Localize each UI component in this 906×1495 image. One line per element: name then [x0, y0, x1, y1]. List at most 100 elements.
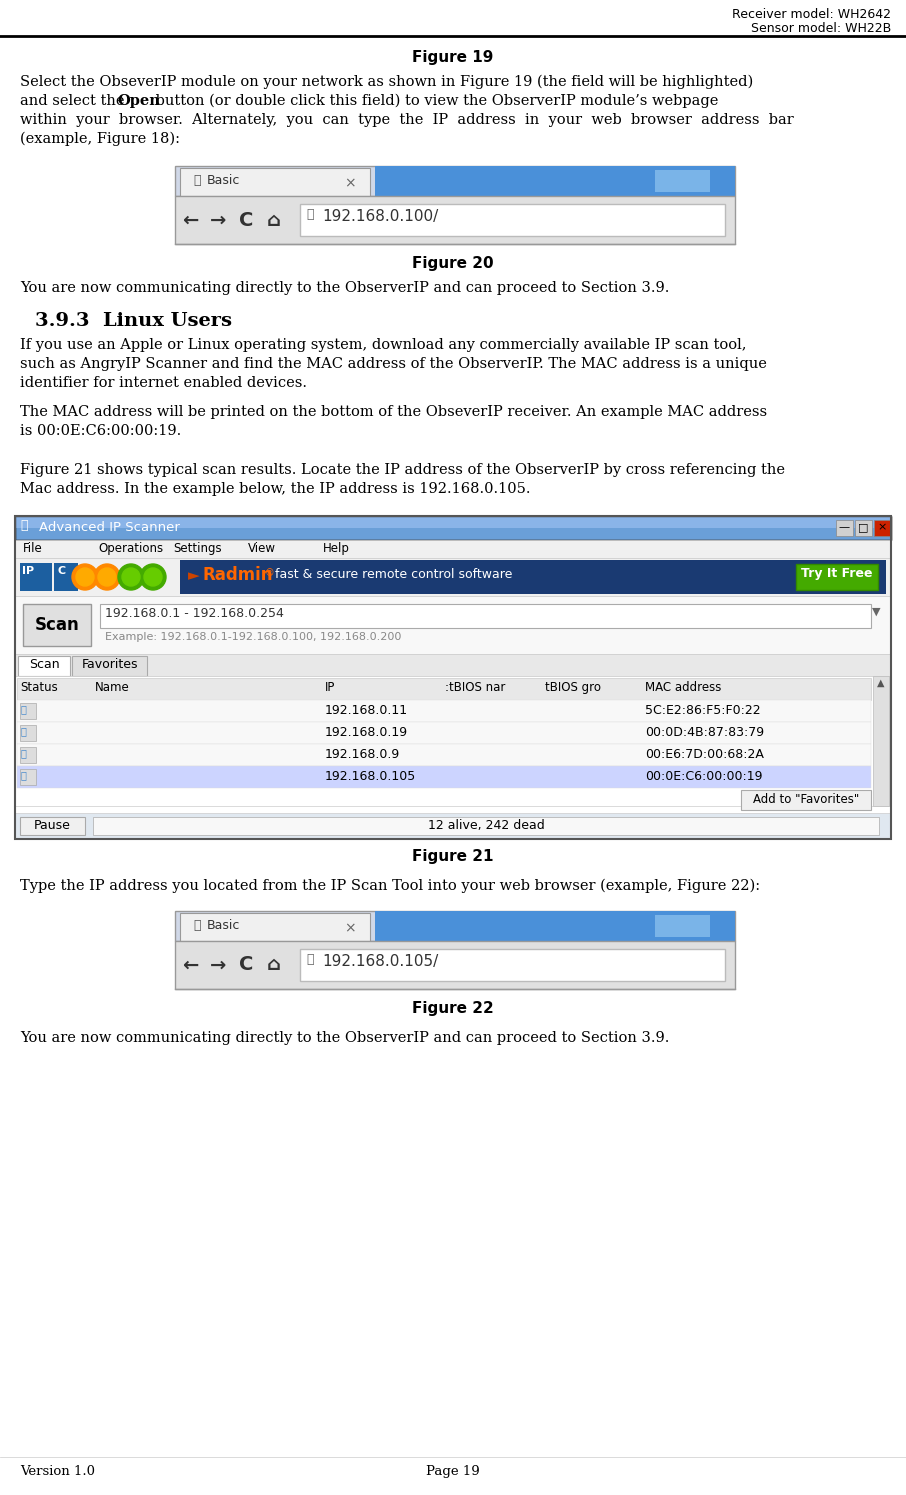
FancyBboxPatch shape [100, 604, 871, 628]
Text: ←: ← [182, 955, 198, 975]
Text: ⌂: ⌂ [267, 955, 281, 975]
Text: Figure 21 shows typical scan results. Locate the IP address of the ObserverIP by: Figure 21 shows typical scan results. Lo… [20, 463, 785, 477]
FancyBboxPatch shape [15, 653, 891, 676]
FancyBboxPatch shape [15, 516, 891, 528]
Circle shape [118, 564, 144, 591]
Text: Status: Status [20, 682, 58, 694]
Text: Name: Name [95, 682, 130, 694]
Text: →: → [210, 955, 226, 975]
FancyBboxPatch shape [874, 520, 891, 537]
FancyBboxPatch shape [17, 765, 871, 788]
Text: fast & secure remote control software: fast & secure remote control software [275, 568, 513, 582]
Text: The MAC address will be printed on the bottom of the ObseverIP receiver. An exam: The MAC address will be printed on the b… [20, 405, 767, 419]
Text: ←: ← [182, 211, 198, 230]
Text: Try It Free: Try It Free [801, 567, 872, 580]
FancyBboxPatch shape [54, 564, 78, 591]
Text: 📄: 📄 [193, 173, 200, 187]
Text: Mac address. In the example below, the IP address is 192.168.0.105.: Mac address. In the example below, the I… [20, 481, 531, 496]
Text: You are now communicating directly to the ObserverIP and can proceed to Section : You are now communicating directly to th… [20, 1032, 670, 1045]
Circle shape [140, 564, 166, 591]
Text: C: C [57, 567, 65, 576]
Text: Open: Open [117, 94, 159, 108]
Text: Scan: Scan [29, 658, 59, 671]
Text: Radmin: Radmin [202, 567, 273, 585]
Text: 00:0E:C6:00:00:19: 00:0E:C6:00:00:19 [645, 770, 763, 783]
Text: Pause: Pause [34, 819, 71, 833]
FancyBboxPatch shape [180, 561, 886, 594]
Text: ▲: ▲ [877, 679, 885, 688]
Text: Settings: Settings [173, 543, 222, 555]
Text: 📄: 📄 [306, 208, 313, 221]
Text: 192.168.0.100/: 192.168.0.100/ [322, 209, 439, 224]
Text: ×: × [344, 176, 356, 190]
FancyBboxPatch shape [17, 722, 871, 745]
Text: 192.168.0.11: 192.168.0.11 [325, 704, 408, 718]
FancyBboxPatch shape [17, 745, 871, 765]
Text: C: C [239, 955, 253, 975]
FancyBboxPatch shape [175, 940, 735, 990]
Text: Example: 192.168.0.1-192.168.0.100, 192.168.0.200: Example: 192.168.0.1-192.168.0.100, 192.… [105, 632, 401, 641]
Text: 3.9.3  Linux Users: 3.9.3 Linux Users [35, 312, 232, 330]
FancyBboxPatch shape [655, 170, 710, 191]
Text: Select the ObseverIP module on your network as shown in Figure 19 (the field wil: Select the ObseverIP module on your netw… [20, 75, 753, 90]
FancyBboxPatch shape [20, 748, 36, 762]
FancyBboxPatch shape [15, 597, 891, 653]
Text: 📄: 📄 [306, 952, 313, 966]
FancyBboxPatch shape [836, 520, 853, 537]
FancyBboxPatch shape [873, 676, 889, 806]
FancyBboxPatch shape [17, 679, 871, 700]
Text: Version 1.0: Version 1.0 [20, 1465, 95, 1479]
Text: Operations: Operations [98, 543, 163, 555]
Text: is 00:0E:C6:00:00:19.: is 00:0E:C6:00:00:19. [20, 425, 181, 438]
Text: 💻: 💻 [21, 770, 27, 780]
Text: 192.168.0.19: 192.168.0.19 [325, 727, 408, 739]
Text: ▼: ▼ [872, 607, 881, 617]
Text: Basic: Basic [207, 173, 240, 187]
Text: Figure 22: Figure 22 [412, 1002, 494, 1017]
FancyBboxPatch shape [20, 564, 52, 591]
Text: :tBIOS nar: :tBIOS nar [445, 682, 506, 694]
FancyBboxPatch shape [15, 676, 891, 806]
Text: ⌂: ⌂ [267, 211, 281, 230]
Text: View: View [248, 543, 276, 555]
Text: 💻: 💻 [21, 704, 27, 715]
Text: ®: ® [265, 568, 275, 579]
Text: 192.168.0.1 - 192.168.0.254: 192.168.0.1 - 192.168.0.254 [105, 607, 284, 620]
Circle shape [122, 568, 140, 586]
FancyBboxPatch shape [300, 949, 725, 981]
FancyBboxPatch shape [20, 725, 36, 742]
Text: Advanced IP Scanner: Advanced IP Scanner [39, 520, 180, 534]
Text: □: □ [858, 522, 868, 532]
Text: If you use an Apple or Linux operating system, download any commercially availab: If you use an Apple or Linux operating s… [20, 338, 747, 351]
FancyBboxPatch shape [180, 167, 370, 196]
Text: (example, Figure 18):: (example, Figure 18): [20, 132, 180, 147]
Text: 192.168.0.9: 192.168.0.9 [325, 748, 400, 761]
FancyBboxPatch shape [20, 703, 36, 719]
Text: Figure 20: Figure 20 [412, 256, 494, 271]
FancyBboxPatch shape [15, 516, 891, 540]
Text: Receiver model: WH2642: Receiver model: WH2642 [732, 7, 891, 21]
Circle shape [144, 568, 162, 586]
Text: Type the IP address you located from the IP Scan Tool into your web browser (exa: Type the IP address you located from the… [20, 879, 760, 894]
FancyBboxPatch shape [20, 768, 36, 785]
FancyBboxPatch shape [655, 915, 710, 937]
Text: 192.168.0.105: 192.168.0.105 [325, 770, 416, 783]
Text: tBIOS gro: tBIOS gro [545, 682, 601, 694]
Text: 💻: 💻 [21, 748, 27, 758]
FancyBboxPatch shape [796, 564, 878, 591]
Text: Basic: Basic [207, 919, 240, 931]
Circle shape [72, 564, 98, 591]
Text: ►: ► [188, 568, 199, 583]
Text: IP: IP [22, 567, 34, 576]
Text: Add to "Favorites": Add to "Favorites" [753, 792, 859, 806]
Text: You are now communicating directly to the ObserverIP and can proceed to Section : You are now communicating directly to th… [20, 281, 670, 295]
Text: 192.168.0.105/: 192.168.0.105/ [322, 954, 439, 969]
FancyBboxPatch shape [180, 913, 370, 940]
Text: Figure 19: Figure 19 [412, 49, 494, 64]
FancyBboxPatch shape [93, 816, 879, 836]
Text: Favorites: Favorites [82, 658, 139, 671]
Text: File: File [23, 543, 43, 555]
Text: ×: × [877, 522, 887, 532]
Circle shape [94, 564, 120, 591]
FancyBboxPatch shape [72, 656, 147, 676]
